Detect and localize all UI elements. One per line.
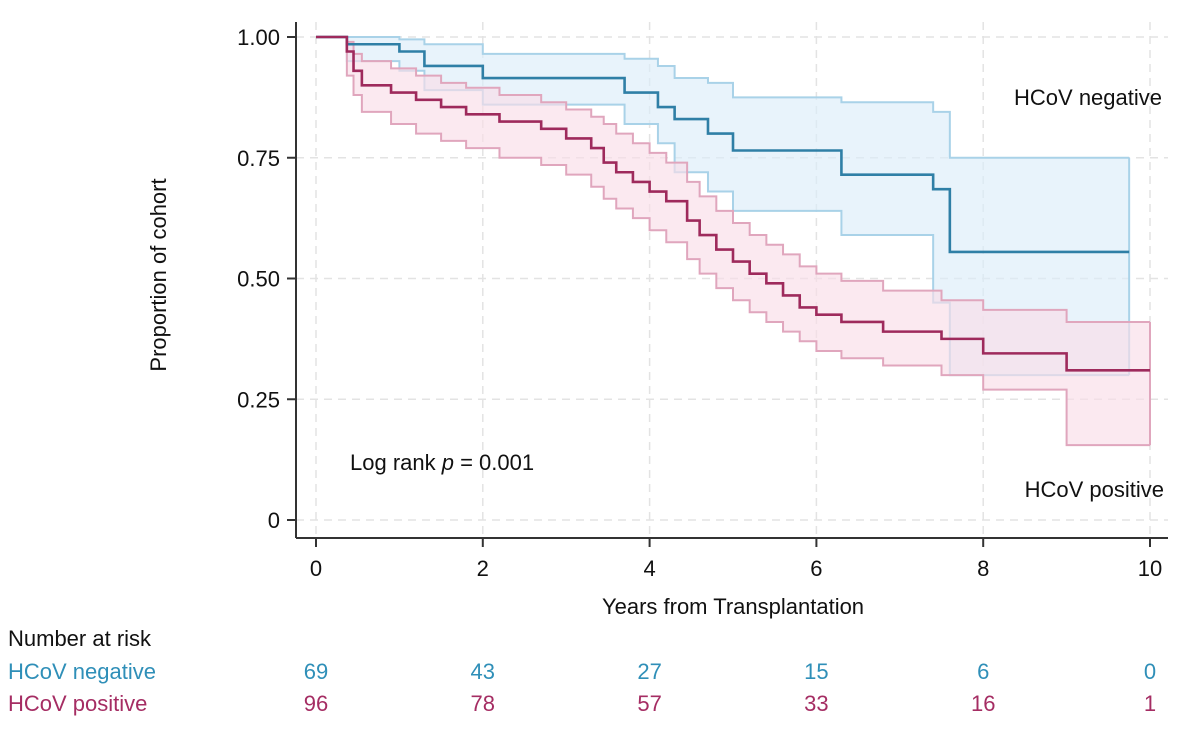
risk-value: 33 (804, 691, 828, 716)
y-tick-label: 0.75 (237, 146, 280, 171)
annotation-suffix: = 0.001 (454, 450, 534, 475)
ci-band-hcov-negative (316, 37, 1130, 376)
survival-curve-hcov-negative (316, 35, 1130, 254)
x-tick-label: 4 (643, 556, 655, 581)
x-tick-label: 8 (977, 556, 989, 581)
x-axis-title: Years from Transplantation (602, 594, 864, 619)
number-at-risk-table: Number at risk HCoV negative HCoV positi… (8, 626, 1156, 716)
series-label-hcov-positive: HCoV positive (1025, 477, 1164, 502)
y-tick-label: 1.00 (237, 25, 280, 50)
y-tick-label: 0 (268, 508, 280, 533)
ci-band-hcov-positive (316, 37, 1150, 446)
risk-table-title: Number at risk (8, 626, 152, 651)
log-rank-annotation: Log rank p = 0.001 (350, 450, 534, 475)
y-tick-label: 0.50 (237, 267, 280, 292)
series-label-hcov-negative: HCoV negative (1014, 85, 1162, 110)
axes (295, 22, 1168, 539)
x-tick-label: 10 (1138, 556, 1162, 581)
survival-curves (316, 35, 1150, 372)
annotation-prefix: Log rank (350, 450, 442, 475)
risk-value: 43 (471, 659, 495, 684)
risk-value: 15 (804, 659, 828, 684)
risk-value: 16 (971, 691, 995, 716)
ci-upper-hcov-positive (316, 36, 1150, 323)
y-tick-label: 0.25 (237, 387, 280, 412)
survival-curve-hcov-positive (316, 35, 1150, 372)
risk-value: 57 (637, 691, 661, 716)
x-tick-label: 2 (477, 556, 489, 581)
risk-value: 6 (977, 659, 989, 684)
risk-value: 96 (304, 691, 328, 716)
y-axis-title: Proportion of cohort (146, 178, 171, 371)
risk-row-label-hcov-negative: HCoV negative (8, 659, 156, 684)
risk-value: 78 (471, 691, 495, 716)
x-tick-label: 0 (310, 556, 322, 581)
risk-value: 27 (637, 659, 661, 684)
risk-value: 1 (1144, 691, 1156, 716)
ci-lower-hcov-positive (316, 36, 1150, 447)
annotation-p: p (441, 450, 454, 475)
risk-value: 0 (1144, 659, 1156, 684)
risk-value: 69 (304, 659, 328, 684)
ci-upper-hcov-negative (316, 36, 1130, 159)
risk-values: 69 43 27 15 6 0 96 78 57 33 16 1 (304, 659, 1156, 716)
risk-row-label-hcov-positive: HCoV positive (8, 691, 147, 716)
y-ticks: 0 0.25 0.50 0.75 1.00 (237, 25, 296, 533)
x-tick-label: 6 (810, 556, 822, 581)
confidence-bands (316, 36, 1151, 447)
x-ticks: 0 2 4 6 8 10 (310, 538, 1162, 581)
